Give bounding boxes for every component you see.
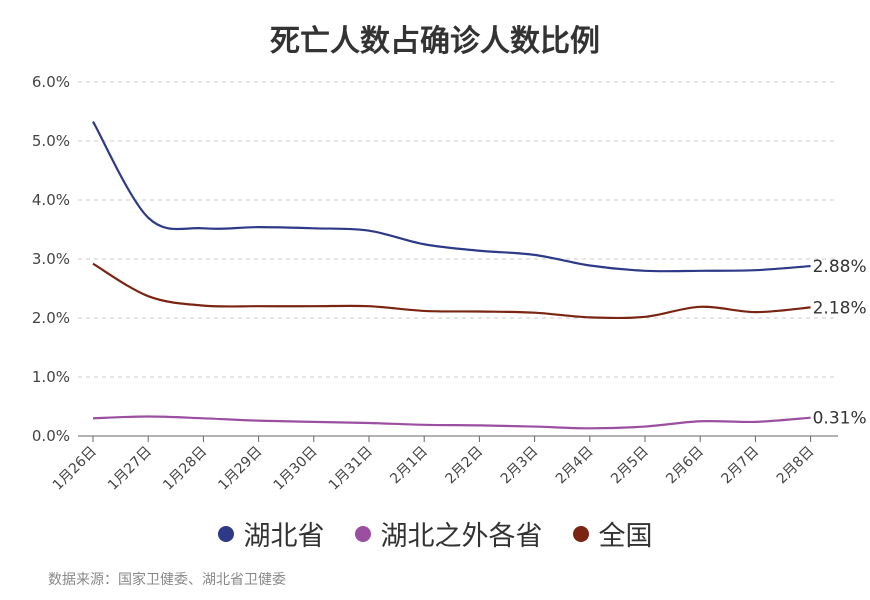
y-tick-label: 0.0% [32, 427, 70, 445]
x-tick-label: 1月28日 [160, 444, 210, 494]
x-tick-label: 2月6日 [663, 444, 707, 488]
x-tick-label: 2月7日 [719, 444, 763, 488]
x-tick-label: 1月31日 [326, 444, 376, 494]
series-end-label-1: 0.31% [813, 409, 867, 429]
y-tick-label: 1.0% [32, 368, 70, 386]
legend-marker-other-provinces [354, 525, 371, 542]
y-tick-label: 4.0% [32, 191, 70, 209]
x-tick-label: 1月29日 [215, 444, 265, 494]
legend-item-hubei: 湖北省 [217, 514, 325, 553]
series-end-label-2: 2.18% [813, 298, 867, 318]
x-tick-label: 2月8日 [774, 444, 818, 488]
y-tick-label: 2.0% [32, 309, 70, 327]
y-tick-label: 5.0% [32, 132, 70, 150]
x-tick-label: 1月26日 [50, 444, 100, 494]
x-tick-label: 2月1日 [387, 444, 431, 488]
x-tick-label: 2月5日 [608, 444, 652, 488]
x-tick-label: 2月2日 [443, 444, 487, 488]
x-tick-label: 1月27日 [105, 444, 155, 494]
legend-label-national: 全国 [598, 521, 653, 552]
legend-label-hubei: 湖北省 [243, 521, 325, 552]
series-line-1 [92, 415, 811, 430]
x-tick-label: 1月30日 [271, 444, 321, 494]
legend-item-national: 全国 [572, 514, 653, 553]
y-tick-label: 3.0% [32, 250, 70, 268]
legend-marker-hubei [217, 525, 234, 542]
y-tick-label: 6.0% [32, 73, 70, 91]
series-end-label-0: 2.88% [813, 257, 867, 277]
series-line-0 [92, 120, 811, 273]
legend-label-other-provinces: 湖北之外各省 [380, 521, 543, 552]
legend-marker-national [572, 525, 589, 542]
source-note: 数据来源：国家卫健委、湖北省卫健委 [48, 572, 286, 588]
chart-title: 死亡人数占确诊人数比例 [270, 24, 600, 59]
legend: 湖北省 湖北之外各省 全国 [0, 514, 870, 553]
legend-item-other-provinces: 湖北之外各省 [354, 514, 543, 553]
x-tick-label: 2月3日 [498, 444, 542, 488]
x-tick-label: 2月4日 [553, 444, 597, 488]
series-line-2 [92, 262, 811, 320]
